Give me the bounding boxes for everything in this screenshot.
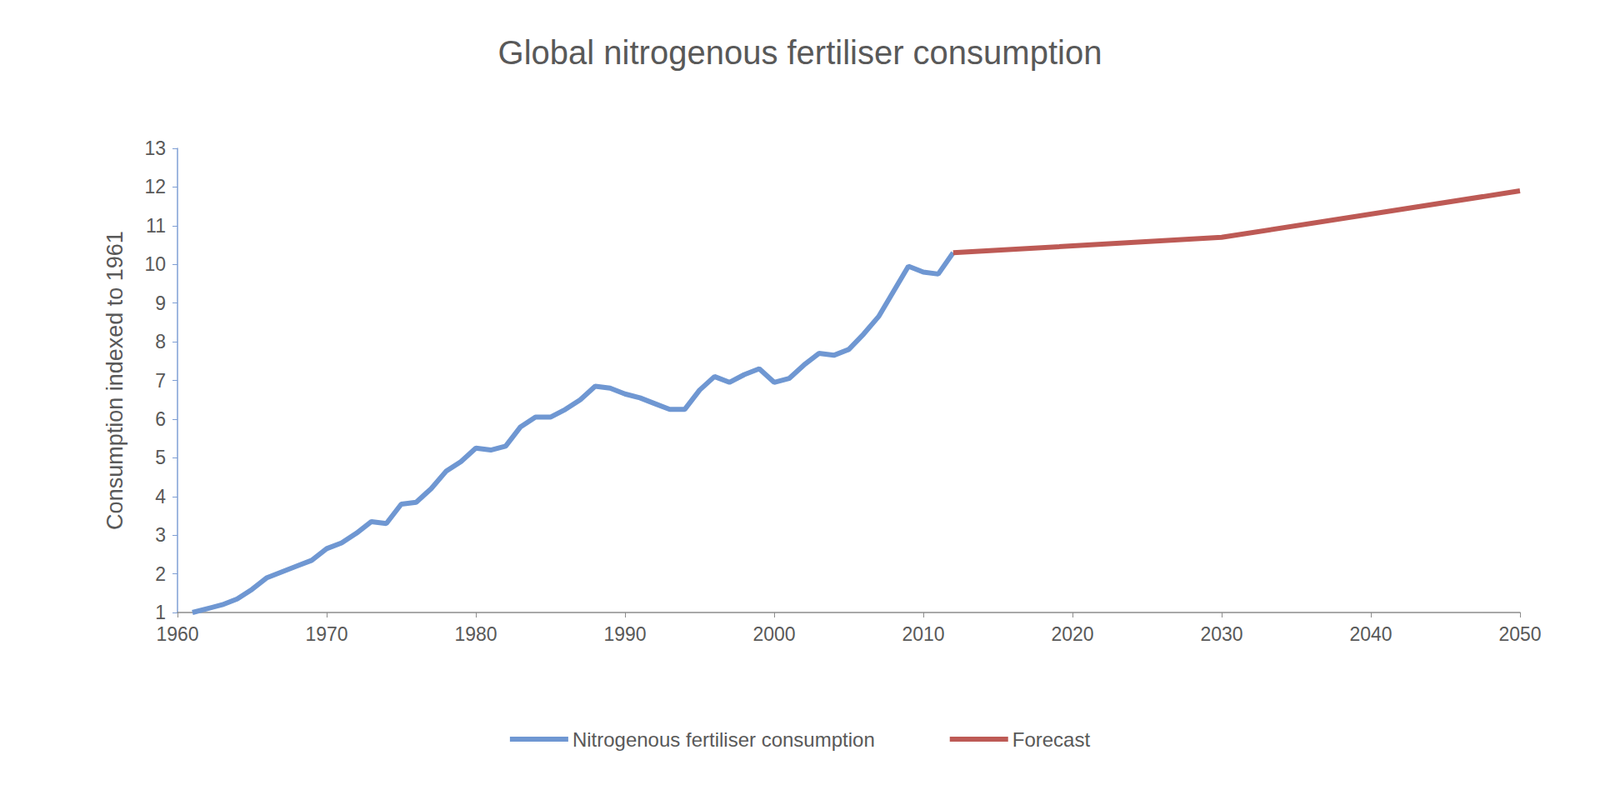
svg-text:6: 6 [155, 408, 166, 430]
svg-text:1990: 1990 [603, 623, 646, 645]
svg-text:Nitrogenous fertiliser consump: Nitrogenous fertiliser consumption [572, 728, 875, 751]
svg-text:11: 11 [145, 215, 166, 237]
svg-text:8: 8 [155, 330, 166, 353]
svg-text:2030: 2030 [1200, 623, 1243, 645]
svg-text:1980: 1980 [454, 623, 497, 645]
svg-text:1960: 1960 [155, 623, 199, 645]
svg-text:7: 7 [155, 370, 166, 392]
svg-text:2050: 2050 [1498, 623, 1541, 645]
svg-text:9: 9 [155, 292, 166, 315]
svg-text:Global nitrogenous fertiliser: Global nitrogenous fertiliser consumptio… [498, 34, 1103, 71]
svg-text:2010: 2010 [901, 623, 945, 645]
svg-text:12: 12 [144, 175, 166, 198]
svg-text:2020: 2020 [1050, 623, 1094, 645]
svg-text:Forecast: Forecast [1012, 728, 1091, 751]
svg-text:1970: 1970 [305, 623, 348, 645]
svg-text:13: 13 [144, 137, 166, 160]
svg-text:2000: 2000 [752, 623, 795, 645]
svg-text:3: 3 [155, 524, 166, 546]
svg-text:5: 5 [155, 446, 166, 469]
svg-text:2040: 2040 [1349, 623, 1392, 645]
svg-text:10: 10 [144, 253, 166, 275]
svg-text:1: 1 [155, 601, 166, 624]
svg-text:2: 2 [155, 563, 166, 585]
svg-text:Consumption indexed to 1961: Consumption indexed to 1961 [102, 230, 128, 530]
svg-text:4: 4 [155, 485, 166, 508]
